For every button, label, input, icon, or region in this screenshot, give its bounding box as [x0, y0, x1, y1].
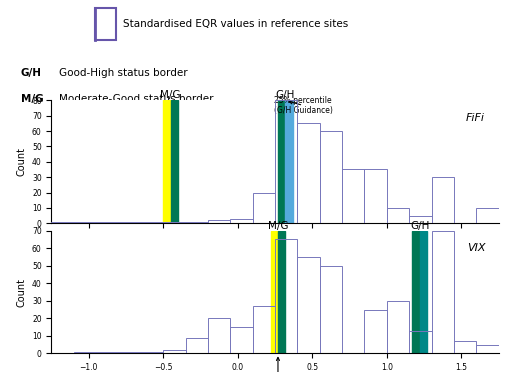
Bar: [118, 222, 141, 223]
Bar: [275, 100, 297, 223]
Bar: [431, 177, 454, 223]
Bar: [342, 170, 364, 223]
Bar: [163, 222, 186, 223]
Bar: [409, 331, 431, 353]
Bar: [454, 341, 476, 353]
Bar: [141, 222, 163, 223]
Bar: [278, 231, 285, 353]
Bar: [208, 318, 230, 353]
Bar: [252, 193, 275, 223]
Bar: [278, 100, 285, 223]
Bar: [297, 257, 320, 353]
Bar: [252, 306, 275, 353]
Bar: [163, 222, 186, 223]
Bar: [74, 352, 96, 353]
Bar: [419, 231, 427, 353]
Text: 25% percentile: 25% percentile: [249, 357, 307, 372]
Bar: [275, 240, 297, 353]
Bar: [118, 222, 141, 223]
Bar: [275, 240, 297, 353]
Text: Good-High status border: Good-High status border: [59, 68, 188, 78]
Bar: [387, 208, 409, 223]
Bar: [409, 215, 431, 223]
Bar: [431, 231, 454, 353]
Text: M/G: M/G: [160, 90, 181, 100]
Bar: [252, 306, 275, 353]
Bar: [186, 222, 208, 223]
Text: Standardised EQR values in reference sites: Standardised EQR values in reference sit…: [123, 19, 348, 29]
Bar: [364, 310, 387, 353]
Bar: [364, 310, 387, 353]
Bar: [230, 327, 252, 353]
Bar: [431, 231, 454, 353]
Bar: [208, 220, 230, 223]
Bar: [74, 222, 96, 223]
Bar: [186, 338, 208, 353]
Bar: [141, 352, 163, 353]
Bar: [208, 318, 230, 353]
Bar: [387, 208, 409, 223]
Bar: [454, 341, 476, 353]
Bar: [141, 222, 163, 223]
Bar: [51, 222, 74, 223]
Bar: [74, 222, 96, 223]
Text: G/H: G/H: [276, 90, 295, 100]
Bar: [320, 131, 342, 223]
Bar: [412, 231, 419, 353]
Bar: [171, 100, 178, 223]
Bar: [270, 231, 278, 353]
Bar: [141, 352, 163, 353]
Bar: [163, 350, 186, 353]
Text: 25% percentile
(G/H Guidance): 25% percentile (G/H Guidance): [274, 96, 333, 115]
Bar: [320, 266, 342, 353]
Bar: [476, 344, 499, 353]
Bar: [364, 170, 387, 223]
Bar: [297, 257, 320, 353]
Text: G/H: G/H: [21, 68, 42, 78]
Bar: [364, 170, 387, 223]
Bar: [118, 352, 141, 353]
Bar: [96, 352, 118, 353]
Text: Moderate-Good status border: Moderate-Good status border: [59, 94, 214, 104]
Bar: [409, 215, 431, 223]
Bar: [230, 219, 252, 223]
Bar: [342, 170, 364, 223]
Text: M/G: M/G: [21, 94, 43, 104]
Bar: [118, 352, 141, 353]
Bar: [285, 100, 293, 223]
Bar: [297, 124, 320, 223]
Text: FiFi: FiFi: [466, 113, 485, 123]
Bar: [186, 222, 208, 223]
Bar: [387, 301, 409, 353]
Bar: [431, 177, 454, 223]
Bar: [163, 100, 171, 223]
Bar: [476, 208, 499, 223]
Bar: [252, 193, 275, 223]
Bar: [409, 331, 431, 353]
Bar: [297, 124, 320, 223]
Text: M/G: M/G: [268, 221, 288, 231]
Bar: [96, 222, 118, 223]
Bar: [96, 352, 118, 353]
Bar: [230, 327, 252, 353]
Bar: [74, 352, 96, 353]
Bar: [476, 344, 499, 353]
Text: VIX: VIX: [467, 243, 485, 253]
Bar: [51, 222, 74, 223]
Bar: [275, 100, 297, 223]
Bar: [320, 266, 342, 353]
Y-axis label: Count: Count: [16, 147, 26, 176]
Bar: [96, 222, 118, 223]
Bar: [208, 220, 230, 223]
Bar: [230, 219, 252, 223]
Bar: [186, 338, 208, 353]
Bar: [320, 131, 342, 223]
Bar: [476, 208, 499, 223]
Y-axis label: Count: Count: [16, 278, 26, 307]
Bar: [387, 301, 409, 353]
FancyBboxPatch shape: [95, 8, 116, 39]
Bar: [163, 350, 186, 353]
Text: G/H: G/H: [410, 221, 429, 231]
